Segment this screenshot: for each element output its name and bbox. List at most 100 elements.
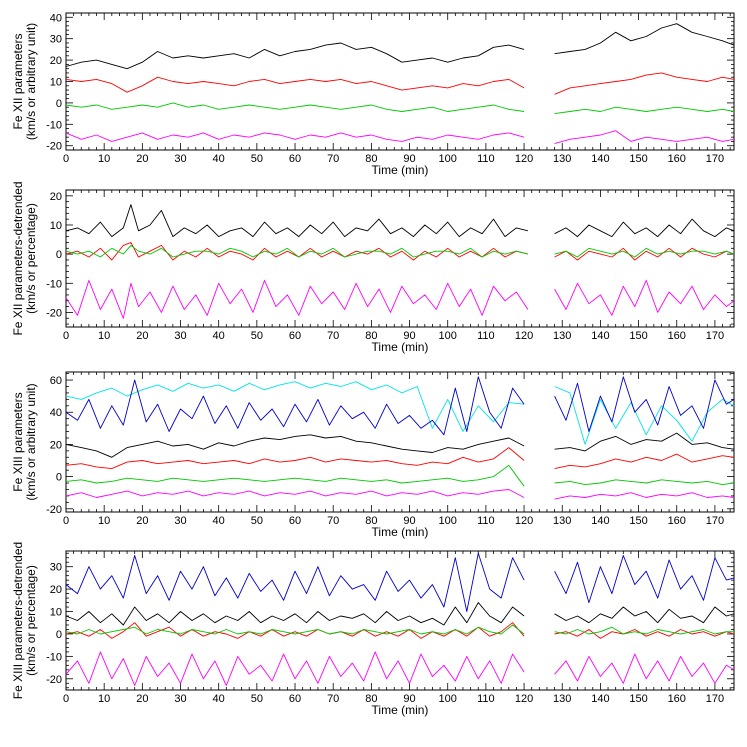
series-line-2-segment-1 [65, 602, 525, 626]
y-axis-label-line-1: Fe XIII parameters [11, 392, 25, 491]
x-tick-label: 100 [439, 153, 457, 165]
x-tick-label: 80 [365, 330, 377, 342]
x-tick-label: 170 [706, 330, 724, 342]
y-tick-label: 40 [50, 12, 62, 24]
y-tick-label: -20 [46, 504, 62, 516]
series-line-4-segment-1 [65, 624, 525, 635]
y-tick-label: 0 [56, 472, 62, 484]
x-tick-label: 110 [477, 153, 495, 165]
y-tick-label: -10 [46, 651, 62, 663]
x-tick-label: 70 [327, 693, 339, 705]
panel-frame [65, 371, 735, 513]
x-tick-label: 110 [477, 330, 495, 342]
x-tick-label: 30 [174, 330, 186, 342]
x-axis-label: Time (min) [372, 703, 429, 717]
y-tick-label: 0 [56, 98, 62, 110]
x-tick-label: 100 [439, 693, 457, 705]
x-tick-label: 10 [98, 515, 110, 527]
x-tick-label: 30 [174, 515, 186, 527]
x-tick-label: 110 [477, 693, 495, 705]
x-tick-label: 90 [403, 330, 415, 342]
series-line-5-segment-1 [65, 464, 525, 487]
y-tick-label: 40 [50, 407, 62, 419]
y-tick-label: -10 [46, 119, 62, 131]
x-tick-label: 170 [706, 153, 724, 165]
series-line-2-segment-2 [554, 72, 735, 95]
x-tick-label: 20 [136, 153, 148, 165]
series-line-4-segment-2 [554, 130, 735, 145]
x-tick-label: 40 [213, 515, 225, 527]
y-tick-label: -10 [46, 278, 62, 290]
x-tick-label: 120 [515, 330, 533, 342]
y-tick-label: 30 [50, 562, 62, 574]
x-tick-label: 130 [553, 515, 571, 527]
y-tick-label: 0 [56, 249, 62, 261]
y-tick-label: -20 [46, 141, 62, 153]
series-line-3-segment-1 [65, 102, 525, 112]
x-tick-label: 80 [365, 153, 377, 165]
x-tick-label: 120 [515, 153, 533, 165]
series-line-3-segment-2 [554, 629, 735, 639]
x-tick-label: 160 [668, 693, 686, 705]
x-tick-label: 40 [213, 693, 225, 705]
y-tick-label: 20 [50, 584, 62, 596]
x-tick-label: 150 [629, 330, 647, 342]
x-tick-label: 150 [629, 515, 647, 527]
series-line-2-segment-2 [554, 247, 735, 261]
y-tick-label: 10 [50, 607, 62, 619]
series-line-2-segment-1 [65, 242, 529, 261]
x-tick-label: 80 [365, 693, 377, 705]
y-tick-label: 10 [50, 77, 62, 89]
series-line-3-segment-2 [554, 106, 735, 115]
series-line-5-segment-2 [554, 479, 735, 486]
x-tick-label: 10 [98, 153, 110, 165]
y-tick-label: 20 [50, 439, 62, 451]
y-axis-label-line-1: Fe XII parameters [11, 33, 25, 129]
x-tick-label: 0 [63, 515, 69, 527]
x-tick-label: 120 [515, 515, 533, 527]
series-line-2-segment-1 [65, 76, 525, 93]
x-tick-label: 20 [136, 330, 148, 342]
series-line-1-segment-1 [65, 42, 525, 70]
x-tick-label: 90 [403, 153, 415, 165]
x-tick-label: 160 [668, 515, 686, 527]
x-tick-label: 50 [251, 515, 263, 527]
y-axis-label-line-1: Fe XII parameters-detrended [11, 181, 25, 335]
x-tick-label: 20 [136, 515, 148, 527]
series-line-1-segment-2 [554, 23, 735, 55]
series-line-1-segment-1 [65, 552, 525, 612]
series-line-3-segment-2 [554, 247, 735, 258]
x-tick-label: 100 [439, 515, 457, 527]
series-line-4-segment-1 [65, 132, 525, 142]
x-axis-label: Time (min) [372, 340, 429, 354]
x-tick-label: 10 [98, 330, 110, 342]
x-tick-label: 90 [403, 515, 415, 527]
panel-3: 0 10 20 30 40 50 60 70 80 90 100 110 120 130 140 150 160… [11, 371, 735, 539]
series-line-4-segment-2 [554, 279, 735, 316]
series-line-4-segment-2 [554, 453, 735, 470]
y-tick-label: 60 [50, 375, 62, 387]
y-tick-label: -20 [46, 674, 62, 686]
x-tick-label: 160 [668, 153, 686, 165]
x-tick-label: 150 [629, 153, 647, 165]
x-tick-label: 170 [706, 515, 724, 527]
x-tick-label: 130 [553, 330, 571, 342]
x-tick-label: 60 [289, 330, 301, 342]
x-tick-label: 140 [591, 330, 609, 342]
x-tick-label: 140 [591, 153, 609, 165]
x-tick-label: 0 [63, 693, 69, 705]
series-line-1-segment-2 [554, 555, 735, 604]
x-axis-label: Time (min) [372, 163, 429, 177]
x-tick-label: 30 [174, 693, 186, 705]
y-tick-label: 20 [50, 55, 62, 67]
x-axis-label: Time (min) [372, 525, 429, 539]
series-line-5-segment-1 [65, 651, 525, 686]
series-line-1-segment-1 [65, 204, 529, 238]
y-axis-label-line-2: (km/s or percentage) [24, 203, 38, 314]
x-tick-label: 130 [553, 153, 571, 165]
x-tick-label: 160 [668, 330, 686, 342]
series-line-1-segment-2 [554, 218, 735, 238]
series-line-6-segment-1 [65, 489, 525, 498]
x-tick-label: 80 [365, 515, 377, 527]
x-tick-label: 70 [327, 330, 339, 342]
